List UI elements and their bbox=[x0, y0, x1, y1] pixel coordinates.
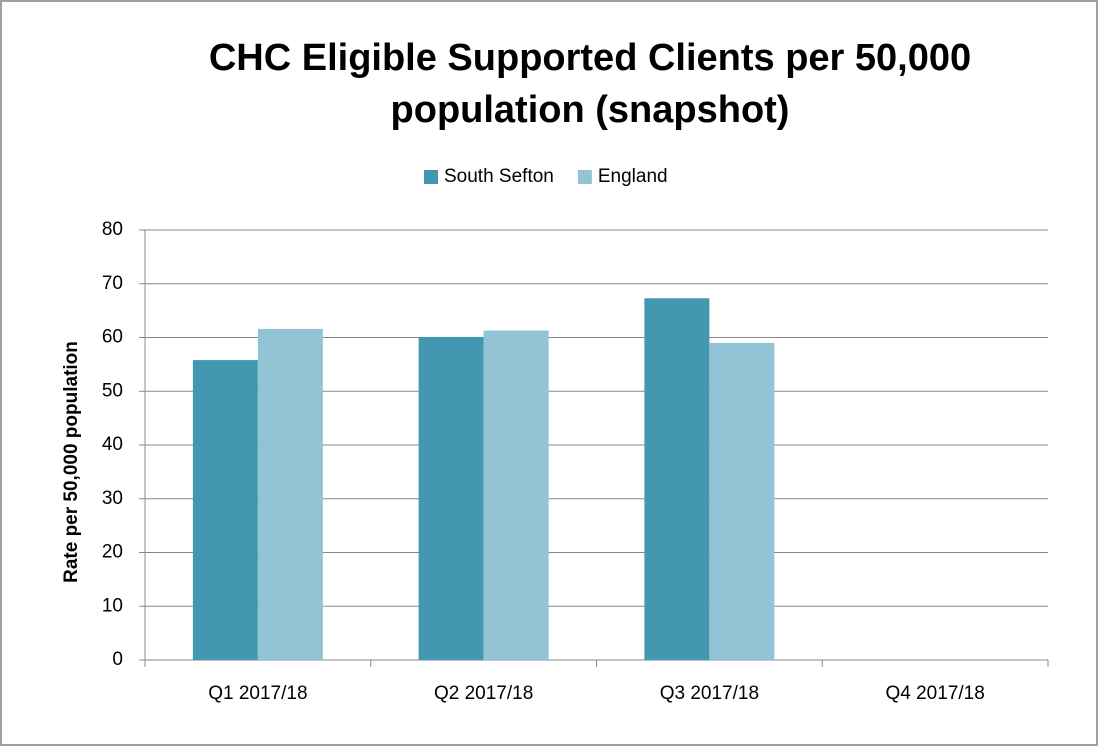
y-tick-label: 40 bbox=[102, 434, 123, 455]
y-tick-label: 0 bbox=[112, 649, 123, 670]
legend-swatch bbox=[577, 170, 592, 184]
y-tick-label: 60 bbox=[102, 327, 123, 348]
bar bbox=[192, 360, 258, 660]
bar bbox=[257, 328, 323, 660]
y-tick-label: 50 bbox=[102, 380, 123, 401]
chart-title: CHC Eligible Supported Clients per 50,00… bbox=[208, 37, 972, 131]
bar bbox=[418, 336, 484, 660]
bar bbox=[644, 298, 710, 660]
x-tick-label: Q3 2017/18 bbox=[660, 683, 759, 704]
legend-label: England bbox=[598, 166, 668, 187]
y-axis-label: Rate per 50,000 population bbox=[61, 341, 82, 583]
x-tick-label: Q4 2017/18 bbox=[885, 683, 984, 704]
y-tick-label: 20 bbox=[102, 542, 123, 563]
y-tick-label: 70 bbox=[102, 273, 123, 294]
legend-label: South Sefton bbox=[444, 166, 554, 187]
y-tick-label: 30 bbox=[102, 488, 123, 509]
y-tick-label: 80 bbox=[102, 219, 123, 240]
x-tick-label: Q2 2017/18 bbox=[434, 683, 533, 704]
bar bbox=[483, 330, 549, 660]
legend-swatch bbox=[424, 170, 438, 184]
y-tick-label: 10 bbox=[102, 595, 123, 616]
bar bbox=[709, 342, 775, 660]
x-tick-label: Q1 2017/18 bbox=[208, 683, 307, 704]
